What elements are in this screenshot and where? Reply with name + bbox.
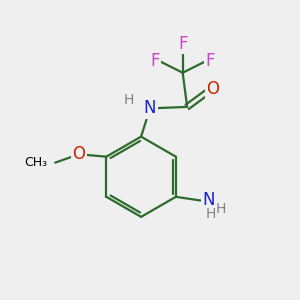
Text: F: F: [178, 35, 188, 53]
Text: F: F: [205, 52, 215, 70]
Text: N: N: [144, 99, 156, 117]
Text: CH₃: CH₃: [25, 156, 48, 169]
Text: H: H: [123, 93, 134, 107]
Text: H: H: [206, 207, 216, 221]
Text: H: H: [216, 202, 226, 216]
Text: O: O: [206, 80, 219, 98]
Text: F: F: [151, 52, 160, 70]
Text: O: O: [73, 145, 85, 163]
Text: N: N: [202, 191, 215, 209]
